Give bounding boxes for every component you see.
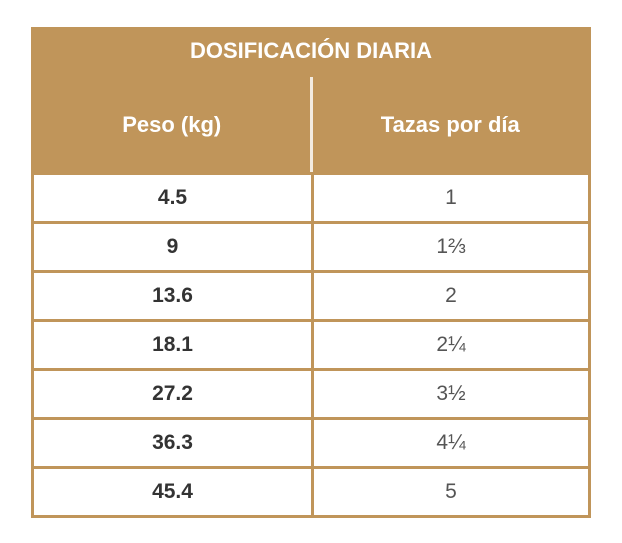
table-row: 9 1⅔ <box>34 224 588 270</box>
weight-cell: 4.5 <box>34 175 311 221</box>
cups-cell: 2 <box>314 273 588 319</box>
table-row: 45.4 5 <box>34 469 588 515</box>
cups-cell: 5 <box>314 469 588 515</box>
cups-cell: 4¼ <box>314 420 588 466</box>
header-weight: Peso (kg) <box>34 77 313 172</box>
weight-cell: 36.3 <box>34 420 311 466</box>
table-title: DOSIFICACIÓN DIARIA <box>190 37 432 63</box>
table-row: 36.3 4¼ <box>34 420 588 466</box>
table-row: 13.6 2 <box>34 273 588 319</box>
cups-cell: 2¼ <box>314 322 588 368</box>
weight-cell: 45.4 <box>34 469 311 515</box>
table-row: 27.2 3½ <box>34 371 588 417</box>
table-row: 18.1 2¼ <box>34 322 588 368</box>
cups-cell: 3½ <box>314 371 588 417</box>
weight-cell: 9 <box>34 224 311 270</box>
weight-cell: 18.1 <box>34 322 311 368</box>
header-cups: Tazas por día <box>380 111 520 137</box>
table-header: Peso (kg) Tazas por día <box>34 77 588 172</box>
table-row: 4.5 1 <box>34 175 588 221</box>
cups-cell: 1 <box>314 175 588 221</box>
weight-cell: 13.6 <box>34 273 311 319</box>
weight-cell: 27.2 <box>34 371 311 417</box>
dosage-table: DOSIFICACIÓN DIARIA Peso (kg) Tazas por … <box>31 27 591 518</box>
cups-cell: 1⅔ <box>314 224 588 270</box>
